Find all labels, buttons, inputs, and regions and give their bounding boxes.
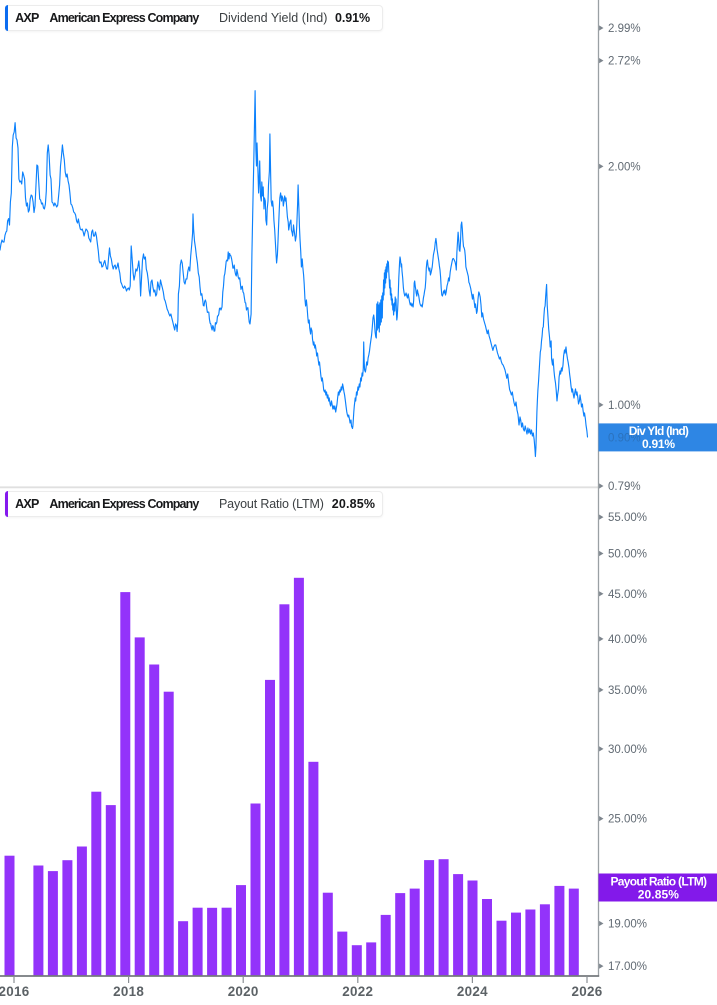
svg-text:2018: 2018 — [113, 984, 144, 999]
svg-text:0.90%: 0.90% — [608, 432, 641, 444]
svg-text:0.79%: 0.79% — [608, 481, 641, 493]
svg-text:0.91%: 0.91% — [642, 437, 675, 451]
svg-text:2020: 2020 — [228, 984, 259, 999]
svg-text:2026: 2026 — [572, 984, 603, 999]
svg-text:2022: 2022 — [342, 984, 373, 999]
svg-text:1.00%: 1.00% — [608, 400, 641, 412]
svg-text:Payout Ratio (LTM): Payout Ratio (LTM) — [610, 874, 707, 888]
svg-text:Div Yld (Ind): Div Yld (Ind) — [629, 424, 689, 438]
svg-text:2016: 2016 — [0, 984, 30, 999]
svg-text:35.00%: 35.00% — [608, 685, 647, 697]
svg-text:55.00%: 55.00% — [608, 512, 647, 524]
svg-text:2.99%: 2.99% — [608, 23, 641, 35]
svg-text:30.00%: 30.00% — [608, 744, 647, 756]
svg-text:45.00%: 45.00% — [608, 589, 647, 601]
svg-text:2024: 2024 — [457, 984, 488, 999]
svg-text:17.00%: 17.00% — [608, 961, 647, 973]
svg-text:2.72%: 2.72% — [608, 56, 641, 68]
svg-text:20.85%: 20.85% — [638, 887, 680, 901]
svg-text:50.00%: 50.00% — [608, 549, 647, 561]
svg-text:25.00%: 25.00% — [608, 814, 647, 826]
svg-text:19.00%: 19.00% — [608, 919, 647, 931]
svg-text:40.00%: 40.00% — [608, 634, 647, 646]
svg-text:2.00%: 2.00% — [608, 161, 641, 173]
